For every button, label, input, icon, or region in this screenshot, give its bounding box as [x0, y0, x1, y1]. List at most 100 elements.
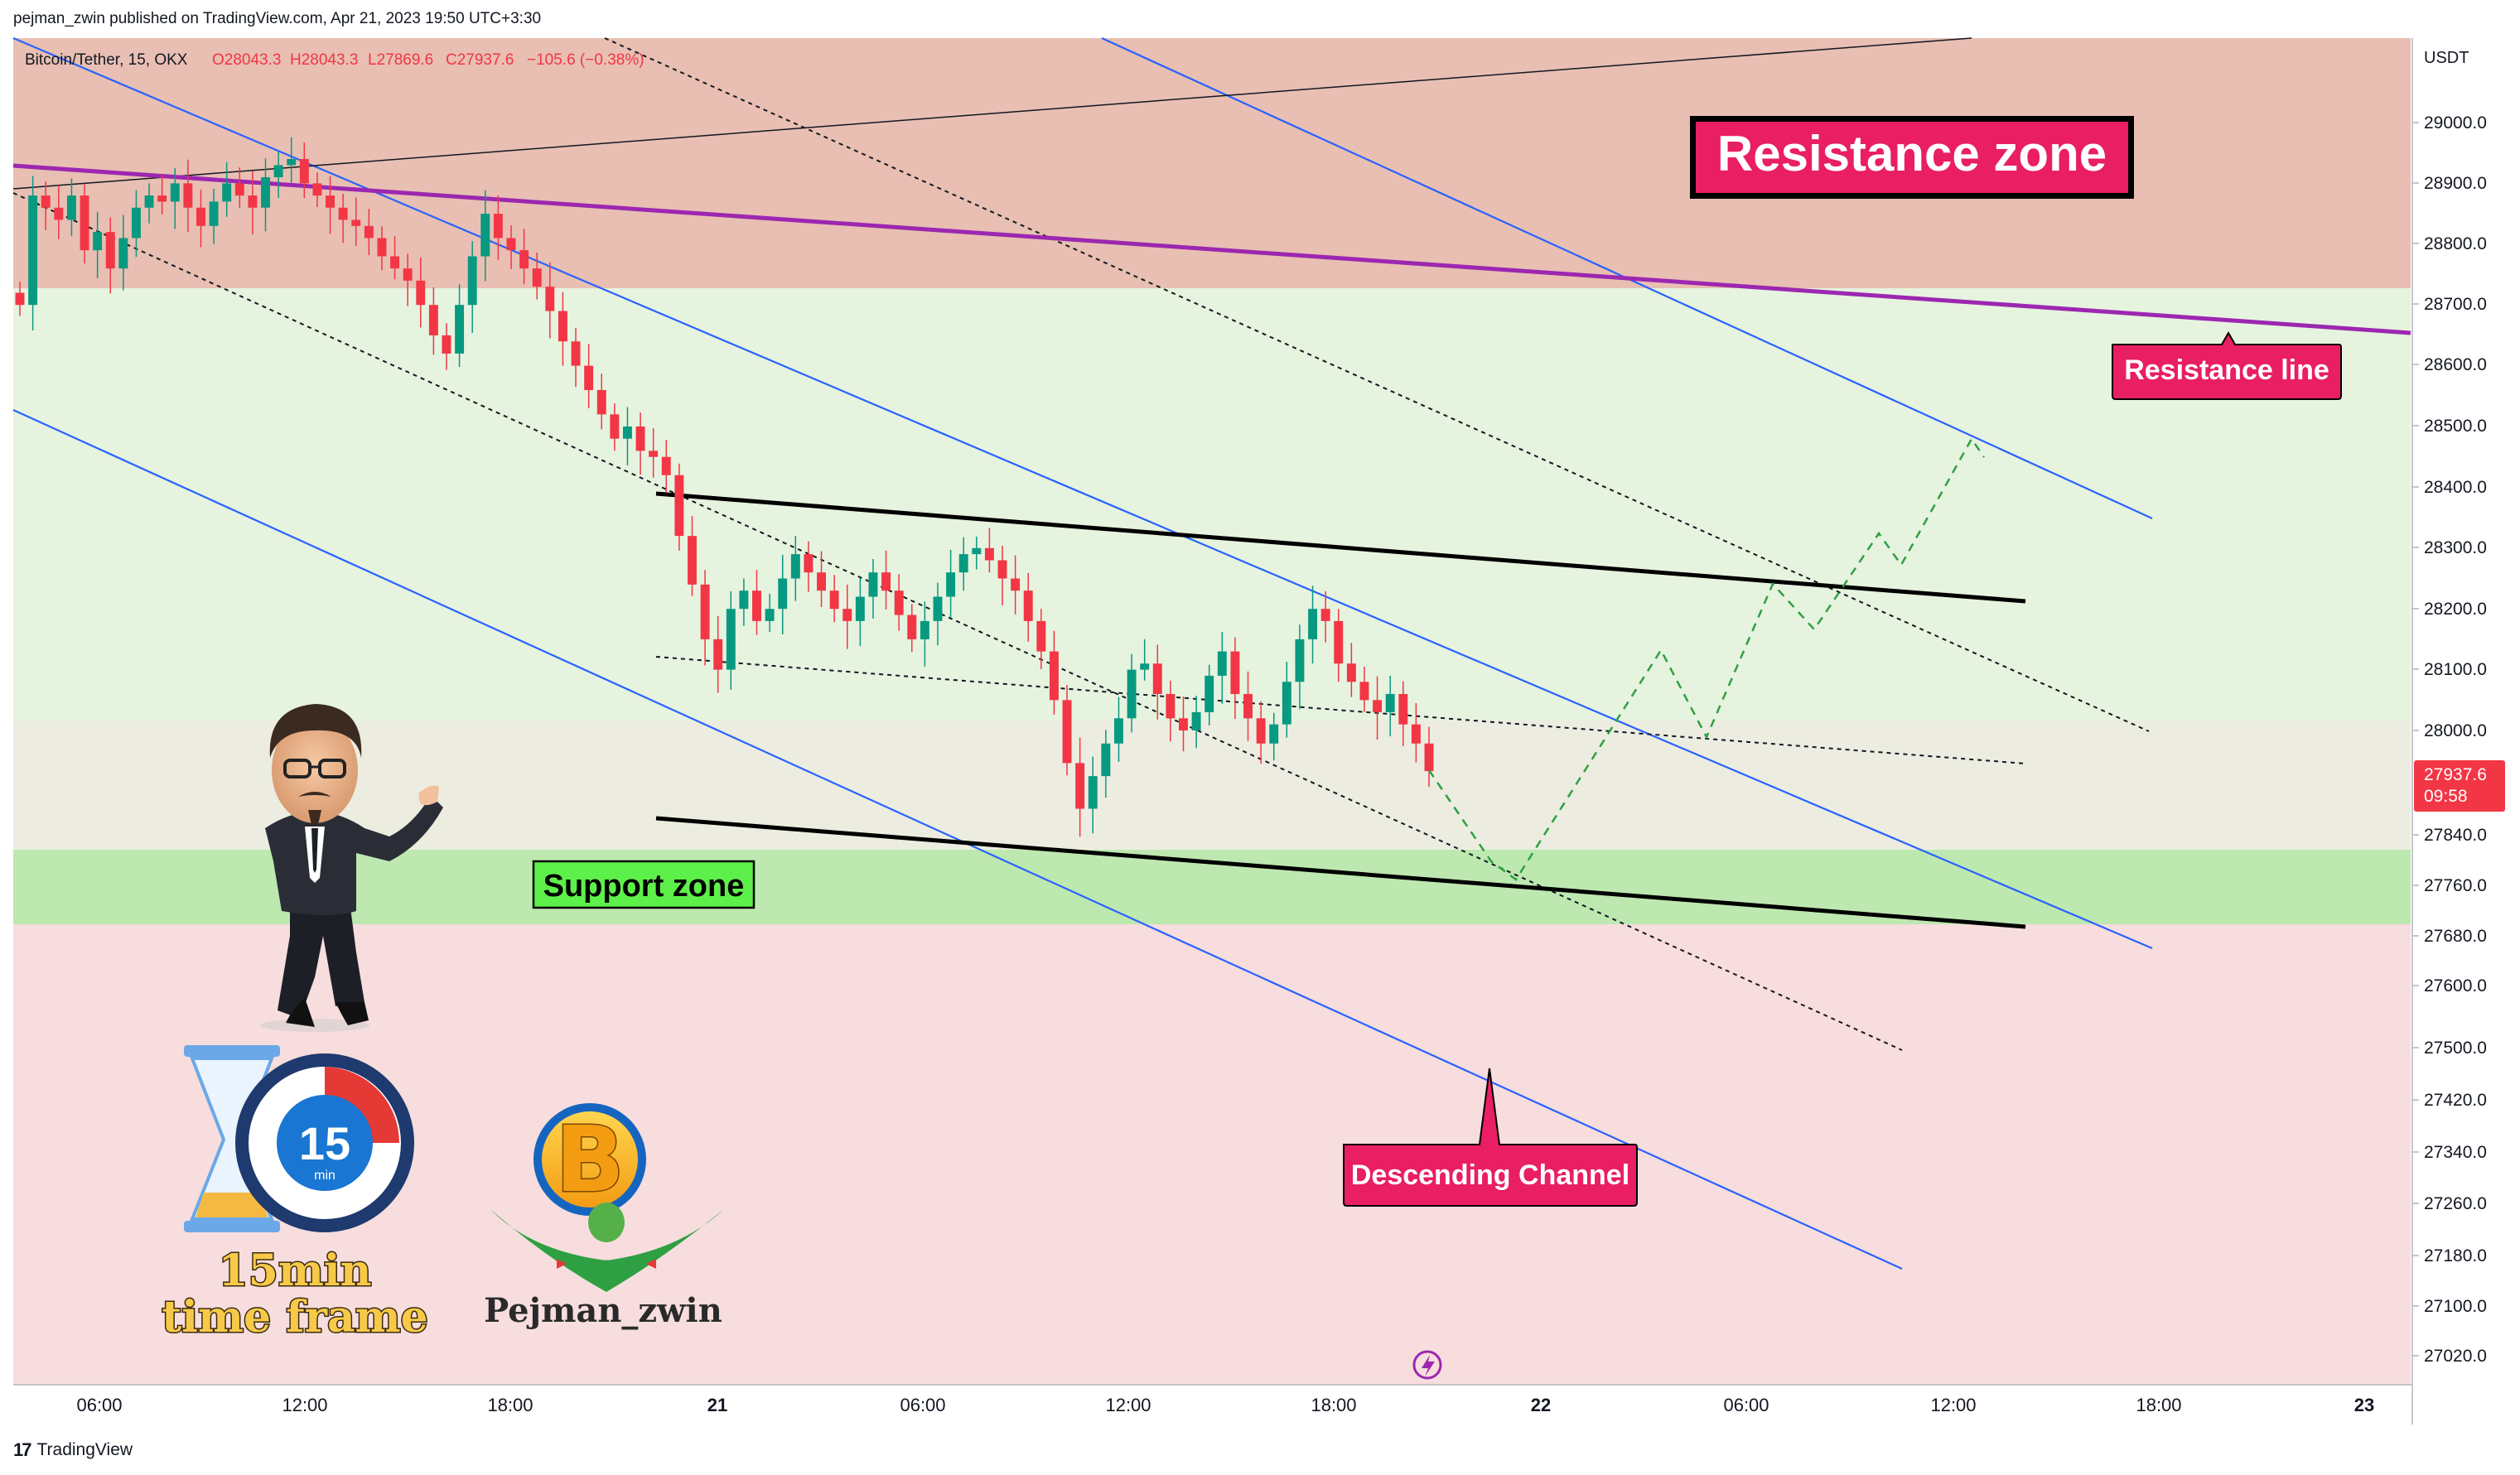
candle-body	[234, 183, 244, 196]
price-axis[interactable]: USDT 29000.0 28900.0 28800.0 28700.0 28600.0…	[2412, 49, 2487, 1366]
channel-lower-line	[12, 408, 1903, 1270]
time-tick-label: 22	[1531, 1395, 1551, 1415]
timeframe-illustration: 15 min 15min time frame	[161, 1045, 429, 1344]
candle-body	[1088, 776, 1098, 809]
support-zone-text: Support zone	[543, 869, 745, 904]
candle-body	[28, 195, 38, 306]
symbol-header: Bitcoin/Tether, 15, OKX O28043.3 H28043.…	[25, 51, 644, 69]
candle-body	[493, 214, 503, 239]
candle-body	[1295, 639, 1305, 682]
candle-body	[997, 560, 1007, 579]
time-tick-label: 18:00	[487, 1395, 533, 1415]
price-tick-label: 28900.0	[2424, 174, 2487, 193]
time-tick-label: 18:00	[1311, 1395, 1356, 1415]
price-tick-label: 28400.0	[2424, 478, 2487, 497]
candle-body	[933, 596, 943, 621]
time-axis[interactable]: 06:00 12:00 18:00 21 06:00 12:00 18:00 22 06:00 1…	[76, 1395, 2374, 1415]
candle-body	[144, 195, 154, 208]
candle-body	[1204, 675, 1214, 712]
price-tick-label: 27100.0	[2424, 1297, 2487, 1316]
price-tick-label: 28500.0	[2424, 417, 2487, 436]
candle-body	[261, 177, 270, 208]
candle-body	[545, 287, 555, 311]
candle-body	[1346, 663, 1356, 682]
dotted-midline-lower	[12, 192, 1903, 1051]
ohlc-high: H28043.3	[290, 51, 358, 69]
candle-body	[829, 590, 839, 610]
support-zone-label: Support zone	[532, 860, 756, 909]
candle-body	[403, 268, 413, 281]
candle-body	[946, 572, 956, 597]
candle-body	[157, 195, 167, 202]
candle-body	[817, 572, 827, 591]
resistance-line	[12, 163, 2411, 335]
candle-body	[752, 590, 761, 621]
candlestick-series	[15, 137, 1434, 837]
descending-channel-label: Descending Channel	[1343, 1068, 1638, 1207]
price-tick-label: 28000.0	[2424, 721, 2487, 740]
descending-channel-text: Descending Channel	[1351, 1159, 1629, 1191]
candle-body	[467, 256, 477, 306]
time-tick-label: 21	[707, 1395, 727, 1415]
candle-body	[972, 547, 982, 555]
candle-body	[442, 335, 451, 354]
resistance-line-text: Resistance line	[2124, 354, 2329, 386]
last-price-countdown: 09:58	[2424, 787, 2468, 806]
resistance-zone-text: Resistance zone	[1717, 126, 2107, 181]
price-tick-label: 27180.0	[2424, 1246, 2487, 1265]
thin-trendline	[12, 37, 1972, 190]
time-tick-label: 12:00	[1105, 1395, 1151, 1415]
price-tick-label: 28100.0	[2424, 660, 2487, 679]
candle-body	[1334, 620, 1344, 664]
price-tick-label: 27420.0	[2424, 1091, 2487, 1110]
price-tick-label: 28600.0	[2424, 355, 2487, 374]
time-tick-label: 06:00	[900, 1395, 945, 1415]
price-axis-currency: USDT	[2424, 49, 2469, 67]
candle-body	[1127, 669, 1137, 719]
timer-number: 15	[299, 1117, 350, 1169]
candle-body	[54, 207, 64, 220]
candle-body	[610, 414, 620, 439]
time-tick-label: 18:00	[2136, 1395, 2181, 1415]
candle-body	[571, 341, 581, 366]
forecast-path	[1427, 436, 1986, 881]
candle-body	[170, 183, 180, 202]
candle-body	[726, 609, 736, 670]
candle-body	[661, 456, 671, 475]
candle-body	[1036, 620, 1046, 652]
candle-body	[377, 238, 387, 257]
candle-body	[209, 201, 219, 226]
candle-body	[287, 159, 297, 166]
candle-body	[1217, 651, 1227, 676]
publish-info: pejman_zwin published on TradingView.com…	[13, 10, 542, 27]
candle-body	[804, 554, 813, 573]
candle-body	[80, 195, 89, 251]
candle-body	[700, 584, 710, 639]
time-tick-label: 06:00	[1723, 1395, 1769, 1415]
replay-icon[interactable]	[1412, 1350, 1442, 1380]
bitcoin-letter-icon: B	[555, 1106, 625, 1212]
price-tick-label: 28200.0	[2424, 600, 2487, 619]
time-tick-label: 06:00	[76, 1395, 122, 1415]
candle-body	[984, 547, 994, 561]
symbol-line: Bitcoin/Tether, 15, OKX	[25, 51, 188, 69]
ohlc-open: O28043.3	[212, 51, 281, 69]
flag-lower-line	[655, 816, 2026, 929]
candle-body	[480, 214, 490, 257]
candle-body	[1062, 700, 1072, 764]
time-tick-label: 23	[2354, 1395, 2374, 1415]
price-tick-label: 27020.0	[2424, 1347, 2487, 1366]
candle-body	[312, 183, 322, 196]
candle-body	[532, 268, 542, 287]
candle-body	[299, 159, 309, 184]
candle-body	[1256, 718, 1266, 744]
candle-body	[1424, 743, 1434, 772]
candle-body	[1385, 693, 1395, 712]
price-tick-label: 27680.0	[2424, 927, 2487, 946]
businessman-illustration	[260, 704, 443, 1032]
candle-body	[273, 165, 283, 178]
last-price-value: 27937.6	[2424, 765, 2487, 784]
price-tick-label: 28300.0	[2424, 538, 2487, 557]
ohlc-change: −105.6 (−0.38%)	[527, 51, 644, 69]
